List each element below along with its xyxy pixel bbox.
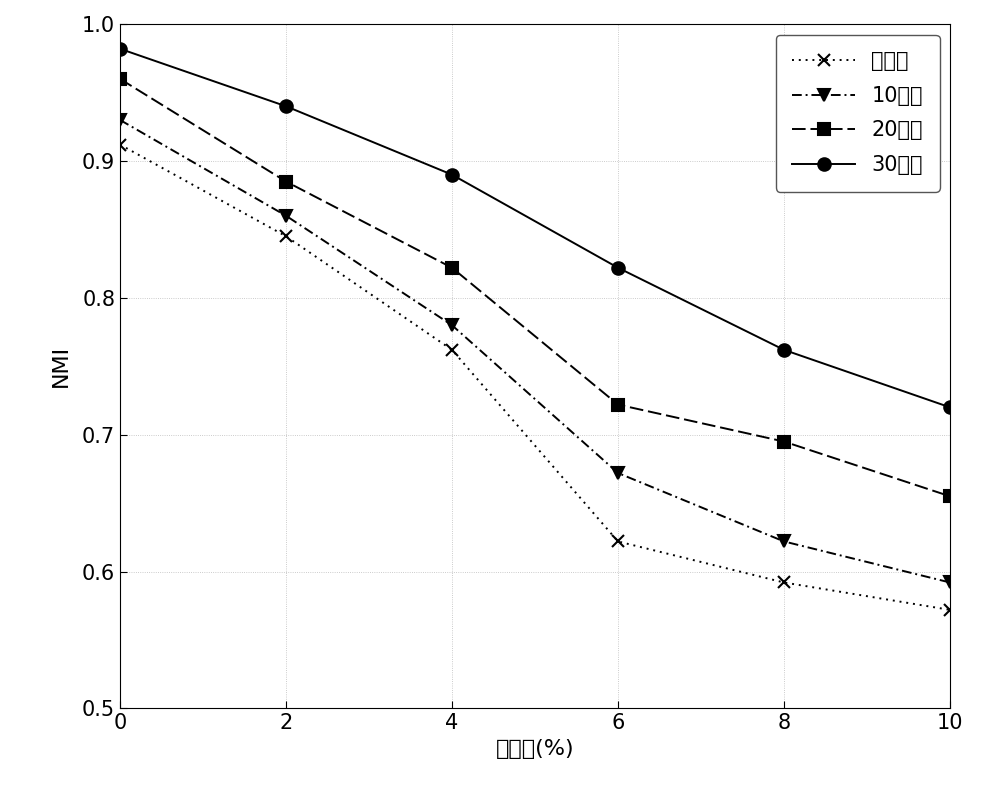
无约束 [280, 232, 292, 241]
Line: 20约束: 20约束 [114, 72, 956, 502]
Y-axis label: NMI: NMI [51, 345, 71, 387]
10约束 [612, 469, 624, 478]
30约束 [446, 170, 458, 180]
无约束 [778, 578, 790, 588]
10约束 [114, 115, 126, 125]
20约束 [612, 400, 624, 410]
20约束 [446, 263, 458, 273]
30约束 [778, 345, 790, 355]
无约束 [114, 140, 126, 150]
Legend: 无约束, 10约束, 20约束, 30约束: 无约束, 10约束, 20约束, 30约束 [776, 35, 940, 192]
无约束 [612, 537, 624, 547]
30约束 [280, 101, 292, 111]
10约束 [944, 578, 956, 588]
30约束 [114, 44, 126, 54]
Line: 30约束: 30约束 [114, 43, 956, 414]
30约束 [944, 402, 956, 412]
20约束 [944, 491, 956, 501]
10约束 [446, 320, 458, 330]
30约束 [612, 263, 624, 273]
X-axis label: 噪音比(%): 噪音比(%) [496, 739, 574, 759]
20约束 [114, 74, 126, 84]
无约束 [446, 345, 458, 355]
10约束 [778, 537, 790, 547]
Line: 无约束: 无约束 [114, 138, 956, 616]
10约束 [280, 211, 292, 221]
无约束 [944, 605, 956, 615]
20约束 [778, 437, 790, 447]
20约束 [280, 177, 292, 187]
Line: 10约束: 10约束 [114, 114, 956, 588]
